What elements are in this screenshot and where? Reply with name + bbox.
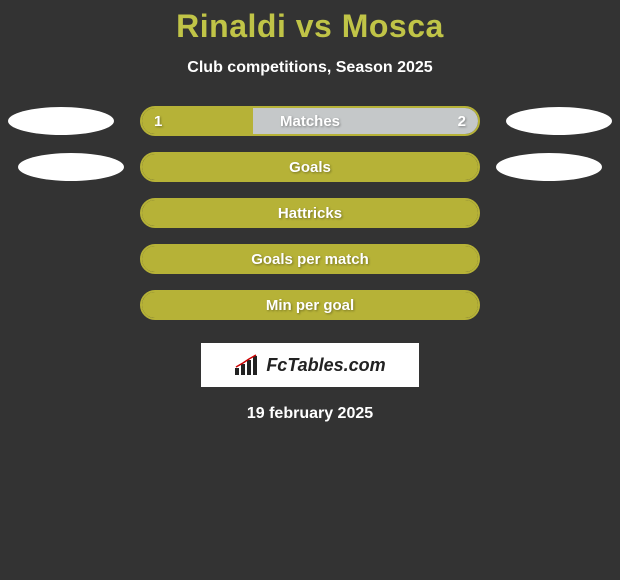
stat-row: Goals [0, 151, 620, 183]
brand-badge[interactable]: FcTables.com [201, 343, 419, 387]
stat-rows: 12Matches Goals Hattricks Goals per match Mi… [0, 105, 620, 321]
stat-bar: 12Matches [140, 106, 480, 136]
stat-bar: Hattricks [140, 198, 480, 228]
stat-bar: Min per goal [140, 290, 480, 320]
page-title: Rinaldi vs Mosca [0, 8, 620, 45]
date-label: 19 february 2025 [0, 405, 620, 423]
stat-bar: Goals per match [140, 244, 480, 274]
stats-comparison-card: Rinaldi vs Mosca Club competitions, Seas… [0, 0, 620, 423]
stat-label: Min per goal [142, 297, 478, 314]
player-marker-left [18, 153, 124, 181]
stat-label: Matches [142, 113, 478, 130]
stat-label: Goals [142, 159, 478, 176]
stat-row: Min per goal [0, 289, 620, 321]
stat-row: Hattricks [0, 197, 620, 229]
brand-text: FcTables.com [266, 355, 385, 376]
brand-logo-icon [234, 354, 260, 376]
stat-row: Goals per match [0, 243, 620, 275]
stat-label: Goals per match [142, 251, 478, 268]
player-marker-left [8, 107, 114, 135]
player-marker-right [496, 153, 602, 181]
stat-label: Hattricks [142, 205, 478, 222]
player-marker-right [506, 107, 612, 135]
stat-row: 12Matches [0, 105, 620, 137]
stat-bar: Goals [140, 152, 480, 182]
subtitle: Club competitions, Season 2025 [0, 59, 620, 77]
